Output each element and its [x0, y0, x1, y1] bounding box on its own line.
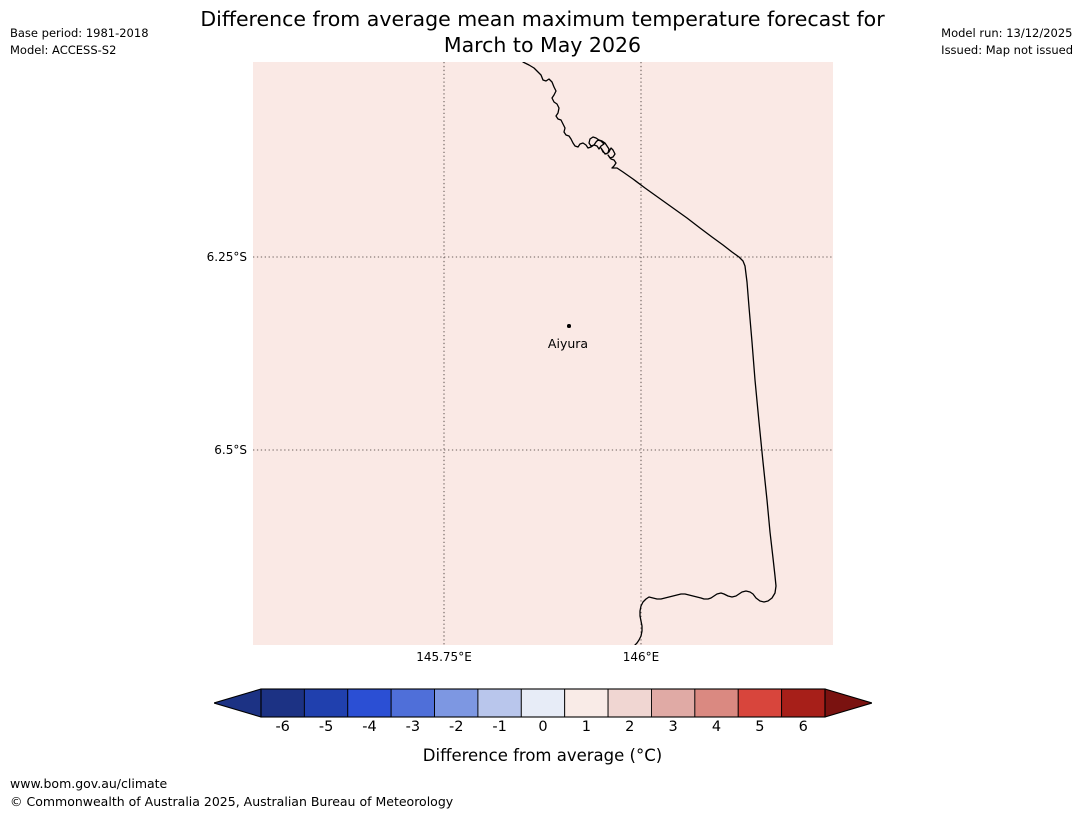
colorbar-under-arrow [214, 688, 262, 718]
colorbar-tick-label: -2 [448, 719, 464, 735]
model-text: Model: ACCESS-S2 [10, 43, 117, 57]
colorbar-tick-label: -1 [492, 719, 507, 735]
colorbar-tick-label: 6 [798, 719, 808, 735]
colorbar-segment [390, 688, 435, 718]
coastline-path [522, 62, 777, 645]
colorbar-tick-label: -3 [405, 719, 421, 735]
colorbar-tick-label: -4 [362, 719, 377, 735]
colorbar-segment [303, 688, 349, 718]
colorbar-tick-label: 2 [625, 719, 635, 735]
place-marker-dot [567, 324, 571, 328]
y-tick-label-1: 6.5°S [214, 443, 247, 457]
colorbar-title: Difference from average (°C) [422, 746, 663, 765]
colorbar-segment [564, 688, 609, 718]
page-title-line2: March to May 2026 [443, 33, 642, 57]
colorbar-segment [520, 688, 566, 718]
colorbar-segment [607, 688, 652, 718]
colorbar-tick-label: 1 [581, 719, 591, 735]
colorbar-segment [651, 688, 696, 718]
footer: www.bom.gov.au/climate © Commonwealth of… [10, 775, 453, 811]
colorbar-tick-label: 3 [668, 719, 678, 735]
anomaly-field-rect [253, 62, 833, 645]
colorbar-segment [737, 688, 783, 718]
colorbar-segment [260, 688, 305, 718]
colorbar-segment [477, 688, 522, 718]
colorbar-tick-label: 4 [711, 719, 722, 735]
colorbar-tick-label: -6 [275, 719, 290, 735]
map-svg [253, 62, 833, 645]
colorbar[interactable] [214, 686, 872, 720]
x-tick-label-1: 146°E [622, 650, 660, 664]
colorbar-over-arrow [824, 688, 872, 718]
x-tick-label-0: 145.75°E [416, 650, 472, 664]
header-meta-left: Base period: 1981-2018 Model: ACCESS-S2 [10, 25, 149, 59]
model-run-text: Model run: 13/12/2025 [941, 26, 1073, 40]
colorbar-svg [214, 688, 872, 718]
page-title: Difference from average mean maximum tem… [0, 6, 1085, 58]
place-label-aiyura: Aiyura [547, 336, 589, 351]
map-panel[interactable] [253, 62, 833, 645]
colorbar-tick-labels: -6 -5 -4 -3 -2 -1 0 1 2 3 4 5 6 [214, 719, 872, 741]
y-tick-label-0: 6.25°S [206, 250, 247, 264]
colorbar-tick-label: 0 [538, 719, 548, 735]
colorbar-segments [260, 688, 826, 718]
header-meta-right: Model run: 13/12/2025 Issued: Map not is… [941, 25, 1073, 59]
colorbar-segment [781, 688, 826, 718]
colorbar-segment [694, 688, 739, 718]
page-title-line1: Difference from average mean maximum tem… [200, 7, 885, 31]
issued-text: Issued: Map not issued [941, 43, 1073, 57]
colorbar-tick-label: -5 [318, 719, 334, 735]
colorbar-segment [347, 688, 392, 718]
footer-url[interactable]: www.bom.gov.au/climate [10, 776, 168, 791]
footer-copyright: © Commonwealth of Australia 2025, Austra… [10, 794, 454, 809]
base-period-text: Base period: 1981-2018 [10, 26, 149, 40]
colorbar-segment [434, 688, 479, 718]
colorbar-tick-label: 5 [755, 719, 765, 735]
